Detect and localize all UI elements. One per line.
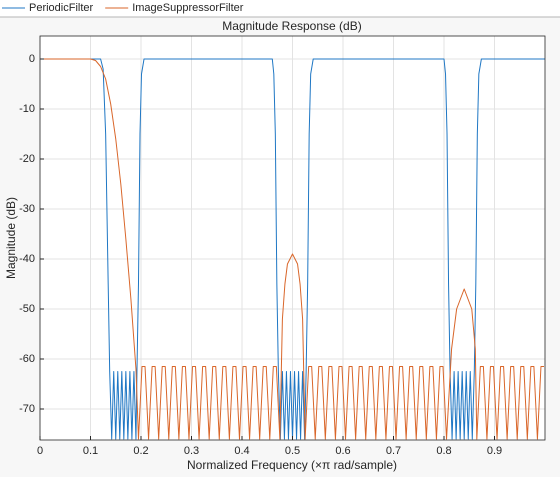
y-tick-label: -10 [19, 103, 35, 115]
legend-label: PeriodicFilter [29, 2, 94, 14]
x-tick-label: 0 [37, 445, 43, 457]
lines [40, 58, 545, 440]
y-tick-label: 0 [29, 53, 35, 65]
y-axis-label: Magnitude (dB) [4, 197, 18, 279]
y-tick-label: -60 [19, 353, 35, 365]
line [40, 58, 544, 440]
x-tick-label: 0.7 [386, 445, 401, 457]
y-tick-label: -20 [19, 153, 35, 165]
x-tick-label: 0.3 [184, 445, 199, 457]
x-tick-label: 0.8 [436, 445, 451, 457]
legend-label: ImageSuppressorFilter [132, 2, 244, 14]
y-tick-label: -70 [19, 403, 35, 415]
y-tick-label: -40 [19, 253, 35, 265]
x-tick-label: 0.2 [133, 445, 148, 457]
legend-band [0, 0, 560, 17]
x-tick-label: 0.4 [234, 445, 249, 457]
grid [39, 36, 545, 440]
line [40, 58, 545, 440]
x-tick-label: 0.5 [285, 445, 300, 457]
x-tick-label: 0.6 [335, 445, 350, 457]
x-tick-label: 0.9 [487, 445, 502, 457]
x-tick-label: 0.1 [83, 445, 98, 457]
y-tick-label: -30 [19, 203, 35, 215]
chart-title: Magnitude Response (dB) [222, 19, 361, 33]
y-tick-label: -50 [19, 303, 35, 315]
x-axis-label: Normalized Frequency (×π rad/sample) [187, 458, 397, 472]
